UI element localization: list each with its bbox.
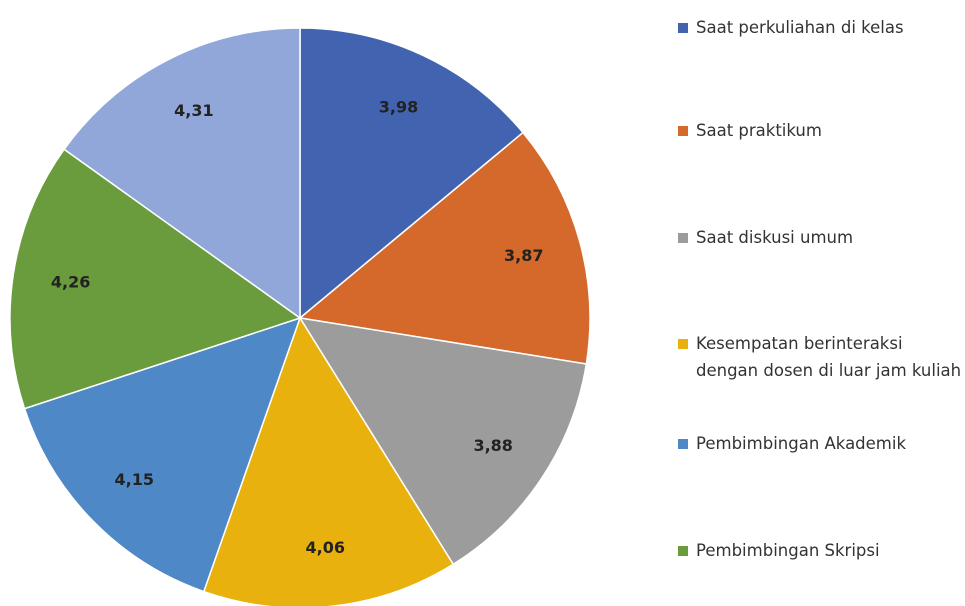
pie-slice: [298, 131, 591, 365]
legend-item: Saat diskusi umum: [678, 224, 963, 251]
legend-label: Pembimbingan Akademik: [696, 434, 907, 453]
legend-swatch: [678, 126, 688, 136]
legend-item: Pembimbingan Skripsi: [678, 537, 963, 564]
legend-item: Saat perkuliahan di kelas: [678, 14, 963, 41]
pie-slice: [202, 316, 455, 606]
legend-item: Saat praktikum: [678, 117, 963, 144]
legend-swatch: [678, 233, 688, 243]
legend-item: Pembimbingan Akademik: [678, 430, 963, 457]
legend-swatch: [678, 439, 688, 449]
data-label: 4,31: [174, 101, 213, 120]
pie-slice: [9, 148, 302, 410]
data-label: 3,87: [504, 246, 543, 265]
data-label: 3,88: [473, 436, 512, 455]
legend-label: Saat diskusi umum: [696, 228, 854, 247]
legend-item: Kesempatan berinteraksi dengan dosen di …: [678, 330, 963, 384]
data-label: 3,98: [379, 97, 418, 116]
legend-swatch: [678, 23, 688, 33]
legend-label: Pembimbingan Skripsi: [696, 541, 880, 560]
data-label: 4,26: [51, 272, 90, 291]
data-label: 4,06: [306, 538, 345, 557]
legend-label: Kesempatan berinteraksi dengan dosen di …: [696, 334, 962, 380]
pie-slice: [298, 316, 588, 566]
legend-label: Saat praktikum: [696, 121, 822, 140]
legend-label: Saat perkuliahan di kelas: [696, 18, 904, 37]
legend-swatch: [678, 546, 688, 556]
pie-slice: [63, 27, 301, 320]
legend-swatch: [678, 339, 688, 349]
pie-slice: [299, 27, 525, 320]
data-label: 4,15: [115, 470, 154, 489]
